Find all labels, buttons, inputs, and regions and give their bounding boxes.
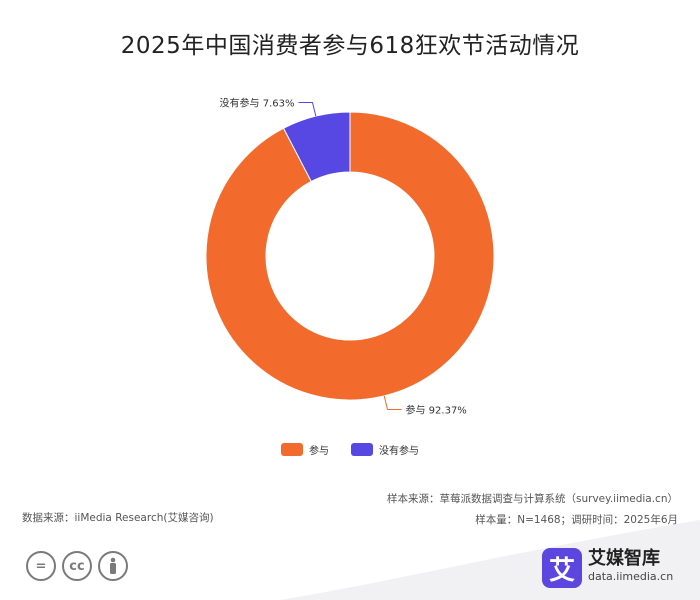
- cc-icon: cc: [62, 551, 92, 581]
- chart-title: 2025年中国消费者参与618狂欢节活动情况: [120, 33, 580, 59]
- slice-not-participated[interactable]: [282, 111, 351, 183]
- slice-participated[interactable]: [205, 111, 495, 401]
- legend-label-participated: 参与: [309, 446, 329, 457]
- label-participated-leader-line: [383, 395, 402, 410]
- footer-wave-decoration: [280, 520, 700, 600]
- label-not-participated: 没有参与 7.63%: [220, 97, 295, 110]
- legend: 参与 没有参与: [0, 442, 700, 457]
- brand-name: 艾媒智库: [588, 548, 660, 569]
- sample-source: 样本来源：草莓派数据调查与计算系统（survey.iimedia.cn）: [387, 493, 678, 505]
- data-source: 数据来源：iiMedia Research(艾媒咨询): [22, 512, 214, 524]
- legend-item-not-participated[interactable]: 没有参与: [351, 442, 419, 457]
- sample-info-block: 样本来源：草莓派数据调查与计算系统（survey.iimedia.cn） 样本量…: [387, 489, 678, 531]
- legend-swatch-participated: [281, 443, 303, 456]
- person-icon: [98, 551, 128, 581]
- legend-swatch-not-participated: [351, 443, 373, 456]
- donut-chart: 参与 92.37% 没有参与 7.63%: [205, 97, 495, 416]
- label-participated: 参与 92.37%: [406, 403, 467, 416]
- sample-size: 样本量：N=1468；调研时间：2025年6月: [475, 514, 678, 526]
- brand-url: data.iimedia.cn: [588, 570, 674, 583]
- legend-item-participated[interactable]: 参与: [281, 442, 329, 457]
- brand-logo-icon: 艾: [542, 548, 582, 588]
- label-not-participated-leader-line: [298, 102, 317, 117]
- brand: 艾 艾媒智库 data.iimedia.cn: [542, 548, 673, 588]
- equal-icon: =: [26, 551, 56, 581]
- license-icons: = cc: [26, 551, 128, 581]
- legend-label-not-participated: 没有参与: [379, 446, 419, 457]
